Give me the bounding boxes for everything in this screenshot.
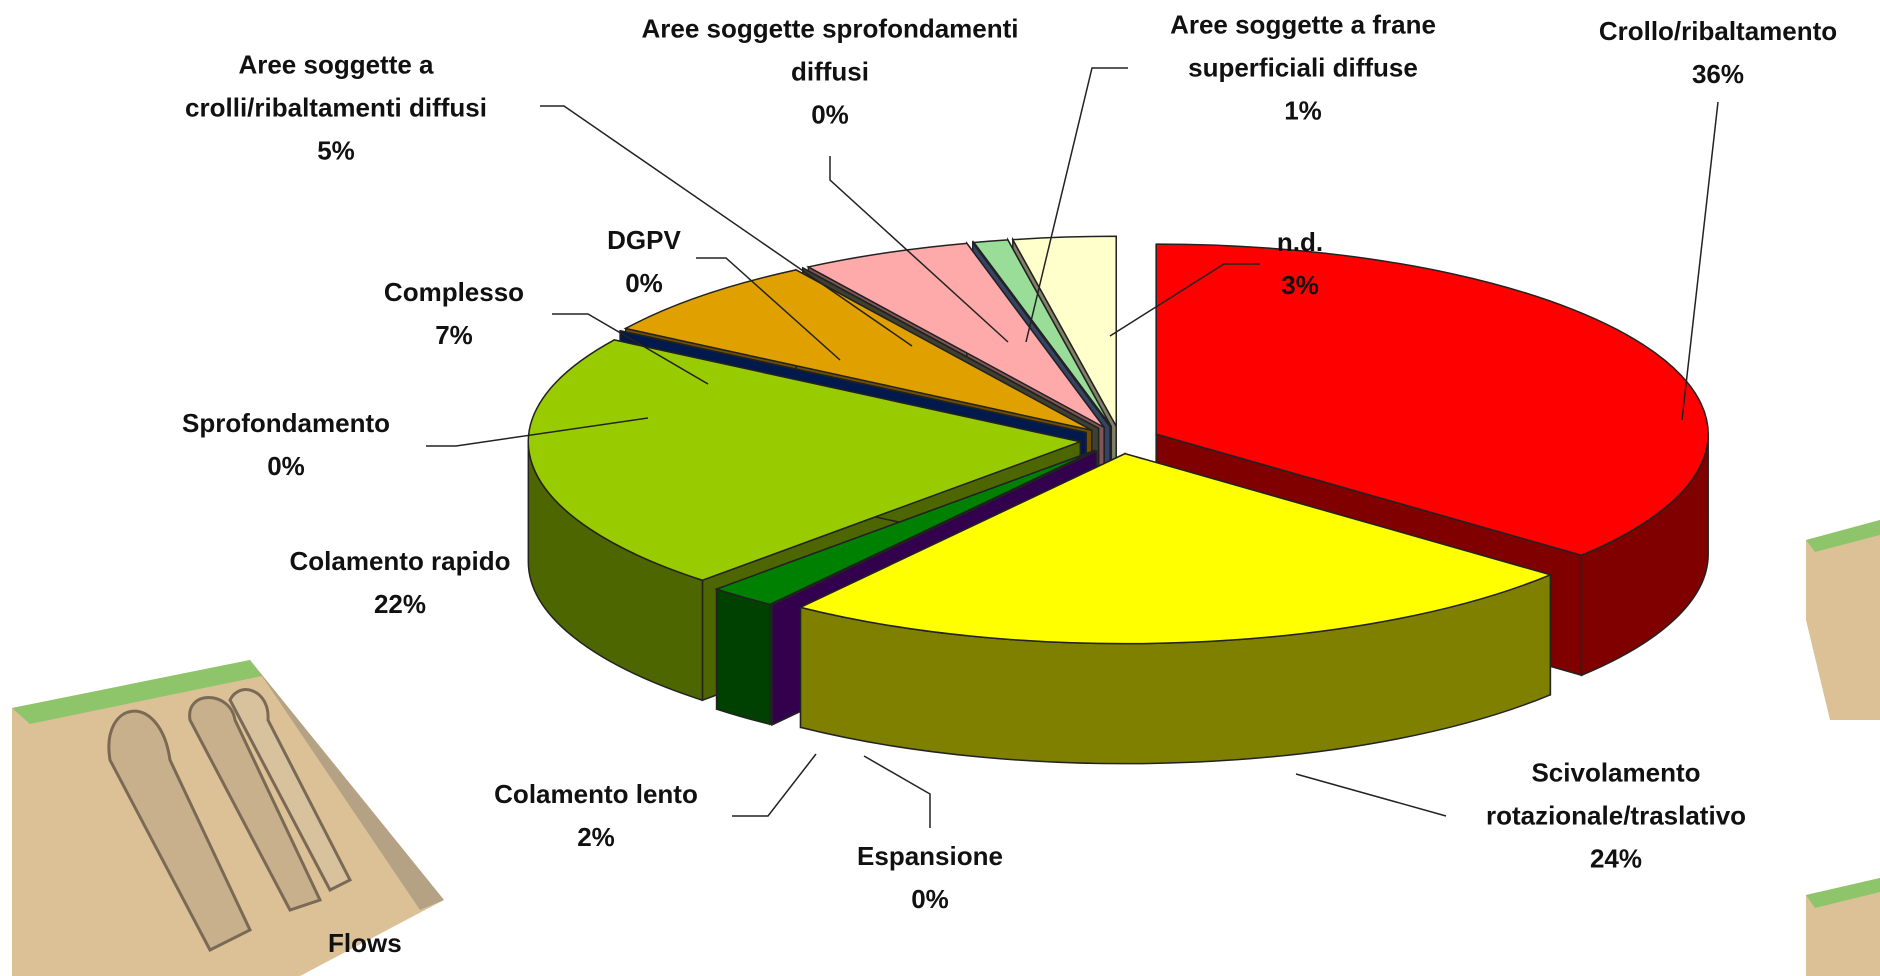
slice-value-label: 5% [317,135,355,166]
slice-label: n.d. 3% [1200,221,1400,307]
slice-top [806,242,1105,429]
slice-wall [715,588,771,726]
slice-top [1155,243,1709,557]
leader-line [1025,67,1128,343]
slice-label: Espansione 0% [770,835,1090,921]
leader-line [696,257,841,361]
slice-top [972,242,1111,428]
slice-name: Crollo/ribaltamento [1598,16,1838,46]
leader-line [1109,263,1260,337]
illustration-right [1806,520,1880,976]
slice-top [798,452,1553,645]
leader-line [540,105,913,347]
leader-line [829,156,1009,343]
illustration-flows [12,660,444,976]
slice-label: Aree soggette a frane superficiali diffu… [1118,4,1488,133]
leader-lines [426,67,1719,828]
leader-line [552,313,709,385]
slice-value-label: 24% [1589,843,1643,874]
slice-name: Aree soggette a crolli/ribaltamenti diff… [185,49,487,123]
leader-line [1681,101,1719,421]
slice-top [714,449,1095,606]
slice-value-label: 0% [811,99,849,130]
slice-value-label: 22% [373,589,427,619]
slice-top [1011,235,1117,430]
slice-label: Crollo/ribaltamento 36% [1558,10,1878,96]
slice-value-label: 1% [1284,95,1322,126]
slice-top [619,330,1087,434]
leader-line [1295,773,1447,817]
slice-name: Scivolamento rotazionale/traslativo [1485,757,1747,831]
slice-name: n.d. [1276,227,1324,257]
slice-label: Sprofondamento 0% [126,402,446,488]
slice-value-label: 7% [435,320,473,350]
slice-label: Colamento lento 2% [436,773,756,859]
slice-name: Colamento rapido [289,546,511,576]
leader-line [863,755,931,828]
slice-value-label: 0% [911,884,949,914]
slice-value-label: 3% [1281,270,1319,300]
slice-name: Colamento lento [494,779,698,809]
slice-name: Espansione [857,841,1003,871]
slice-label: Scivolamento rotazionale/traslativo 24% [1444,752,1789,881]
slice-name: DGPV [607,225,681,255]
slice-name: Sprofondamento [182,408,390,438]
leader-line [732,753,817,817]
illustration-caption: Flows [328,928,402,958]
slice-label: Aree soggette sprofondamenti diffusi 0% [635,8,1025,137]
slice-name: Complesso [383,277,525,307]
slice-top [972,239,1112,428]
slice-name: Aree soggette a frane superficiali diffu… [1170,9,1436,83]
slice-label: Complesso 7% [294,271,614,357]
slice-value-label: 0% [625,268,663,298]
slice-top [623,269,1093,431]
slice-value-label: 36% [1691,59,1745,89]
leader-line [426,417,649,447]
slice-label: Colamento rapido 22% [240,540,560,626]
slice-top [527,339,1083,582]
slice-label: Aree soggette a crolli/ribaltamenti diff… [131,44,541,173]
slice-top [802,267,1099,430]
slice-label: DGPV 0% [544,219,744,305]
slice-value-label: 2% [577,822,615,852]
slice-value-label: 0% [267,451,305,481]
slice-name: Aree soggette sprofondamenti diffusi [641,13,1019,87]
pie-tops [527,235,1709,645]
